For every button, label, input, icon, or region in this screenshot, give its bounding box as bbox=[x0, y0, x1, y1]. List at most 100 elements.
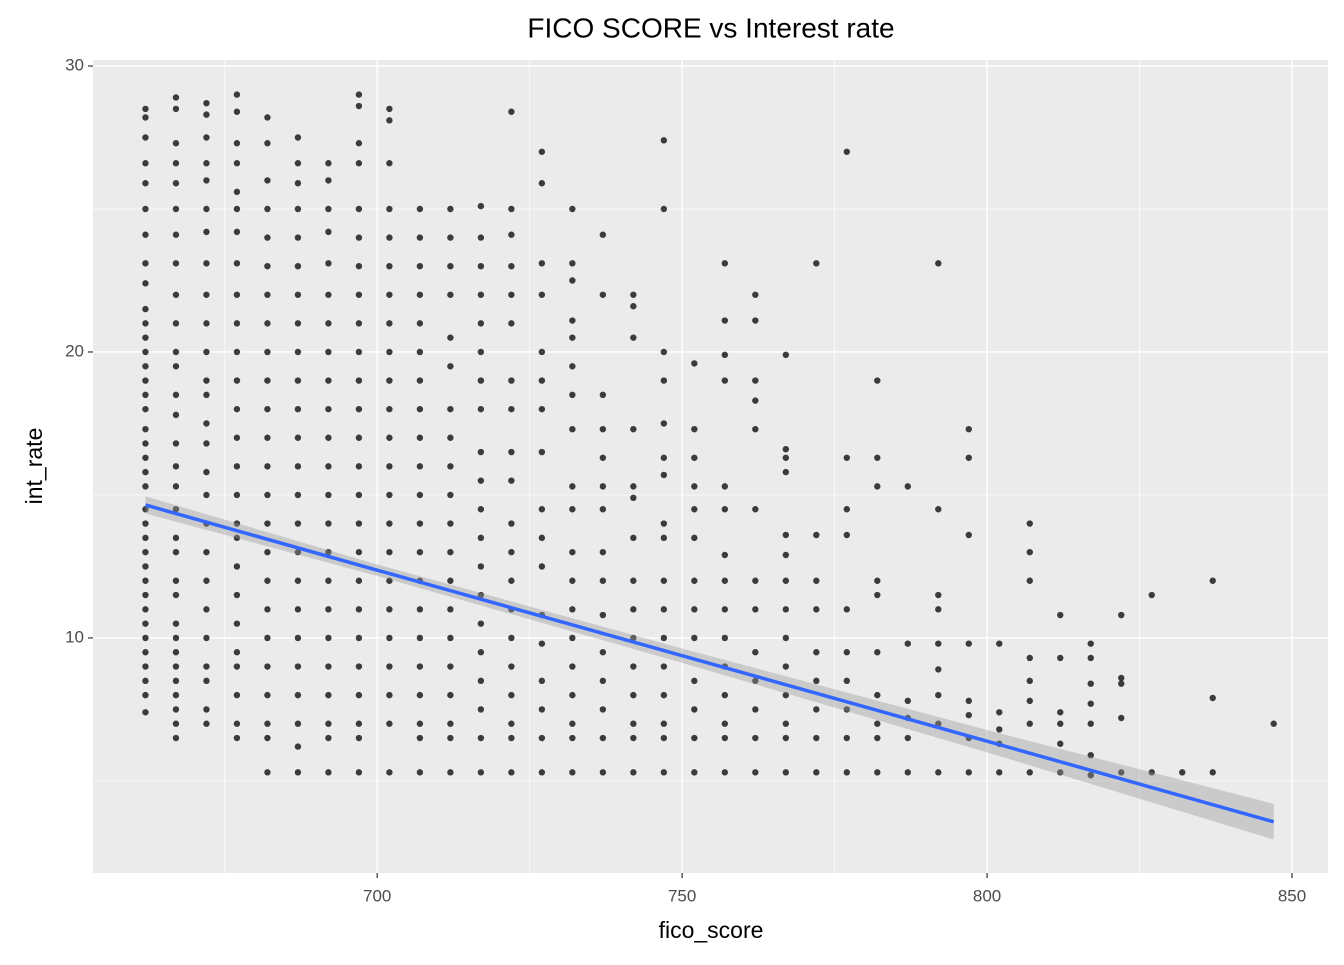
point bbox=[416, 491, 424, 499]
point bbox=[599, 649, 607, 656]
point bbox=[142, 363, 149, 370]
point bbox=[874, 454, 881, 461]
point bbox=[599, 291, 607, 298]
point bbox=[203, 577, 210, 584]
point bbox=[782, 734, 790, 742]
point bbox=[416, 463, 424, 470]
point bbox=[538, 448, 546, 456]
point bbox=[721, 260, 729, 267]
point bbox=[172, 391, 180, 399]
point bbox=[538, 405, 546, 413]
point bbox=[416, 262, 424, 270]
point bbox=[355, 405, 363, 413]
point bbox=[447, 734, 454, 742]
point bbox=[142, 634, 149, 642]
point bbox=[660, 137, 668, 144]
point bbox=[1087, 720, 1094, 727]
point bbox=[538, 734, 546, 742]
point bbox=[782, 531, 790, 539]
point bbox=[538, 291, 546, 298]
point bbox=[904, 640, 911, 647]
point bbox=[782, 468, 790, 476]
point bbox=[538, 180, 546, 187]
point bbox=[630, 769, 637, 776]
point bbox=[233, 188, 241, 196]
y-tick-label: 30 bbox=[65, 55, 84, 74]
point bbox=[325, 228, 332, 236]
point bbox=[813, 734, 820, 742]
point bbox=[935, 606, 942, 613]
point bbox=[538, 506, 546, 513]
point bbox=[355, 577, 363, 584]
point bbox=[142, 305, 149, 313]
point bbox=[386, 634, 393, 642]
point bbox=[142, 160, 149, 167]
point bbox=[508, 520, 515, 527]
point bbox=[416, 377, 424, 384]
point bbox=[233, 377, 241, 384]
point bbox=[508, 205, 515, 213]
point bbox=[477, 348, 485, 356]
point bbox=[142, 663, 149, 670]
point bbox=[325, 734, 332, 742]
point bbox=[355, 377, 363, 384]
point bbox=[477, 202, 485, 210]
point bbox=[660, 205, 668, 213]
point bbox=[752, 677, 759, 685]
point bbox=[233, 463, 241, 470]
point bbox=[630, 606, 637, 613]
point bbox=[294, 463, 302, 470]
point bbox=[782, 634, 790, 642]
point bbox=[538, 348, 546, 356]
point bbox=[447, 434, 454, 441]
point bbox=[630, 634, 637, 642]
point bbox=[233, 491, 241, 499]
point bbox=[721, 577, 729, 584]
point bbox=[508, 262, 515, 270]
point bbox=[477, 534, 485, 542]
point bbox=[294, 434, 302, 441]
point bbox=[843, 454, 851, 461]
point bbox=[294, 180, 302, 187]
point bbox=[264, 606, 271, 613]
point bbox=[660, 454, 668, 461]
point bbox=[965, 697, 972, 705]
x-axis-label: fico_score bbox=[659, 917, 764, 943]
point bbox=[416, 205, 424, 213]
point bbox=[904, 483, 911, 490]
point bbox=[386, 720, 393, 727]
point bbox=[874, 691, 881, 699]
point bbox=[691, 606, 698, 613]
y-tick-label: 20 bbox=[65, 341, 84, 360]
point bbox=[142, 391, 149, 399]
point bbox=[386, 348, 393, 356]
point bbox=[264, 520, 271, 527]
point bbox=[416, 634, 424, 642]
point bbox=[477, 448, 485, 456]
point bbox=[691, 534, 698, 542]
point bbox=[538, 677, 546, 685]
point bbox=[721, 769, 729, 776]
point bbox=[447, 548, 454, 556]
point bbox=[142, 454, 149, 461]
point bbox=[416, 663, 424, 670]
point bbox=[264, 234, 271, 241]
point bbox=[874, 377, 881, 384]
point bbox=[721, 720, 729, 727]
point bbox=[813, 606, 820, 613]
point bbox=[477, 320, 485, 327]
point bbox=[142, 649, 149, 656]
point bbox=[203, 677, 210, 685]
point bbox=[355, 348, 363, 356]
point bbox=[142, 677, 149, 685]
point bbox=[691, 506, 698, 513]
point bbox=[355, 234, 363, 241]
point bbox=[325, 491, 332, 499]
point bbox=[874, 734, 881, 742]
point bbox=[142, 280, 149, 287]
point bbox=[1087, 640, 1094, 647]
point bbox=[538, 563, 546, 570]
point bbox=[599, 734, 607, 742]
point bbox=[599, 577, 607, 584]
point bbox=[416, 769, 424, 776]
